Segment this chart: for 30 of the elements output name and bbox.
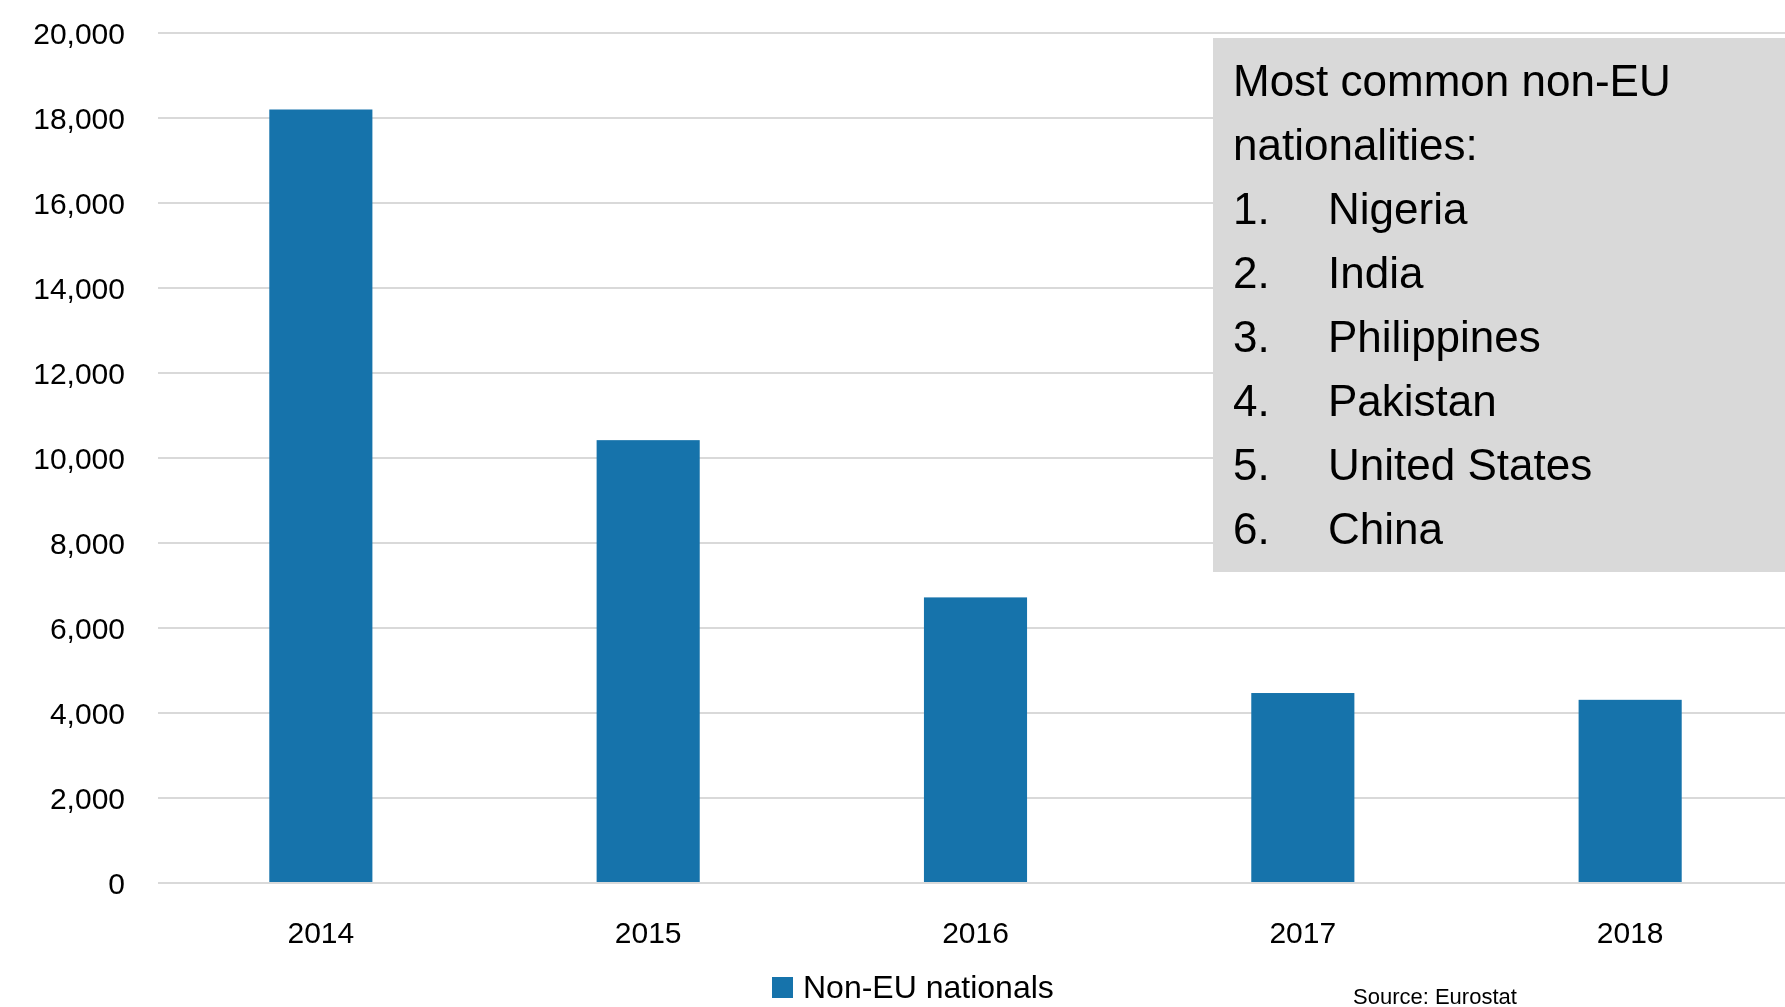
- bar: [923, 597, 1028, 883]
- x-tick-label: 2017: [1269, 916, 1337, 949]
- y-tick-label: 16,000: [33, 186, 125, 220]
- text: 1. Nigeria: [1233, 184, 1468, 233]
- text: 3. Philippines: [1233, 312, 1541, 361]
- y-tick-label: 10,000: [33, 441, 125, 475]
- bar: [1251, 693, 1355, 883]
- y-tick-label: 12,000: [33, 356, 125, 390]
- x-tick-label: 2016: [942, 916, 1009, 949]
- y-tick-label: 6,000: [49, 611, 125, 645]
- annotation: Most common non-EU nationalities:: [1233, 56, 1671, 169]
- y-tick-label: 4,000: [49, 696, 125, 730]
- text: 6. China: [1233, 504, 1443, 553]
- bar: [269, 109, 373, 883]
- y-tick-label: 8,000: [49, 526, 125, 560]
- x-tick-label: 2018: [1596, 916, 1664, 949]
- text: 5. United States: [1233, 440, 1593, 489]
- x-tick-label: 2015: [614, 916, 682, 949]
- y-tick-label: 0: [108, 866, 125, 900]
- text: 2. India: [1233, 248, 1424, 297]
- legend-label: Non-EU nationals: [803, 969, 1054, 1005]
- y-tick-label: 14,000: [33, 271, 125, 305]
- y-tick-label: 2,000: [49, 781, 125, 815]
- x-tick-label: 2014: [287, 916, 355, 949]
- bar: [596, 440, 700, 883]
- bar: [1578, 699, 1682, 883]
- y-tick-label: 20,000: [33, 16, 125, 50]
- text: 4. Pakistan: [1233, 376, 1497, 425]
- y-tick-label: 18,000: [33, 101, 125, 135]
- source-note: Source: Eurostat: [1353, 984, 1517, 1007]
